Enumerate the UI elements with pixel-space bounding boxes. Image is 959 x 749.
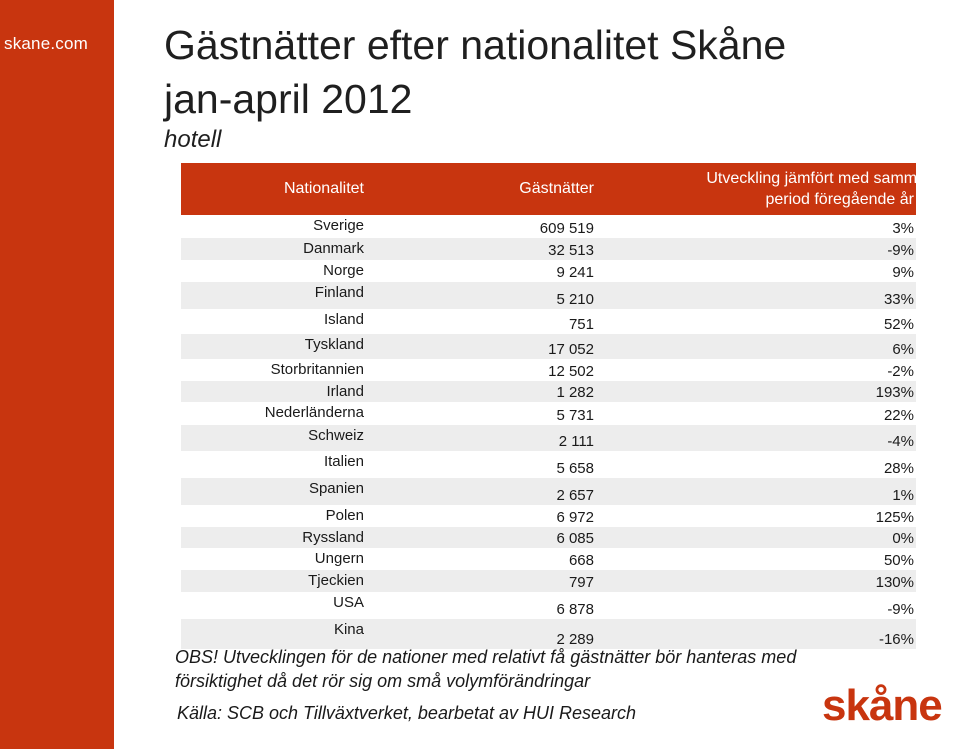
cell-nights: 5 210 [366, 282, 606, 309]
cell-change: -9% [887, 601, 914, 618]
svg-text:skåne: skåne [822, 682, 942, 730]
skane-logo: skåne [820, 681, 957, 735]
header-change-line-2: period föregående år [765, 191, 914, 208]
table-row: Kina 2 289 -16% [181, 619, 916, 649]
cell-change: 28% [883, 460, 914, 477]
cell-nights: 6 878 [556, 601, 594, 618]
cell-nights: 17 052 [366, 334, 606, 359]
header-nights: Gästnätter [366, 163, 606, 215]
cell-nights: 9 241 [556, 264, 594, 281]
cell-nights: 12 502 [548, 363, 594, 380]
table-row: Tyskland 17 052 6% [181, 334, 916, 359]
cell-nationality: Polen [325, 507, 364, 524]
table-row: Storbritannien 12 502 -2% [181, 359, 916, 381]
cell-nationality: Nederländerna [264, 404, 364, 421]
cell-nationality: Spanien [181, 478, 366, 505]
cell-nights: 2 289 [366, 619, 606, 649]
page-subtitle: hotell [164, 126, 222, 153]
header-change-line-1: Utveckling jämfört med samma [706, 170, 926, 187]
table-row: Schweiz 2 111 -4% [181, 425, 916, 451]
cell-change: 6% [606, 334, 916, 359]
table-row: Sverige 609 519 3% [181, 215, 916, 238]
cell-change: -2% [887, 363, 914, 380]
cell-nights: 2 657 [366, 478, 606, 505]
cell-nights: 2 111 [366, 425, 606, 451]
cell-change: 130% [606, 570, 916, 592]
table-row: USA 6 878 -9% [181, 592, 916, 619]
cell-nationality: Schweiz [181, 425, 366, 451]
cell-change: 9% [892, 264, 914, 281]
table-row: Island 751 52% [181, 309, 916, 334]
table-row: Spanien 2 657 1% [181, 478, 916, 505]
cell-change: 22% [883, 407, 914, 424]
cell-nationality: Tyskland [181, 334, 366, 359]
cell-nationality: Norge [323, 262, 364, 279]
source-note: Källa: SCB och Tillväxtverket, bearbetat… [177, 703, 637, 723]
cell-nationality: Ungern [314, 550, 364, 567]
brand-link[interactable]: skane.com [4, 34, 89, 53]
cell-change: 193% [606, 381, 916, 402]
table-row: Nederländerna 5 731 22% [181, 402, 916, 425]
cell-nationality: Tjeckien [181, 570, 366, 592]
cell-nights: 1 282 [366, 381, 606, 402]
cell-nights: 6 972 [556, 509, 594, 526]
cell-nationality: USA [333, 594, 364, 611]
cell-nights: 609 519 [539, 220, 594, 237]
title-line-2: jan-april 2012 [164, 76, 413, 122]
table-row: Ungern 668 50% [181, 548, 916, 570]
obs-note-line-2: försiktighet då det rör sig om små volym… [175, 671, 591, 691]
table-row: Danmark 32 513 -9% [181, 238, 916, 260]
cell-nights: 32 513 [366, 238, 606, 260]
cell-nationality: Sverige [313, 217, 364, 234]
obs-note-line-1: OBS! Utvecklingen för de nationer med re… [175, 647, 797, 667]
cell-change: 0% [606, 527, 916, 548]
cell-nationality: Ryssland [181, 527, 366, 548]
cell-nationality: Kina [181, 619, 366, 649]
cell-change: -9% [606, 238, 916, 260]
sidebar: skane.com [0, 0, 114, 749]
header-nationality: Nationalitet [181, 163, 366, 215]
cell-change: 125% [875, 509, 914, 526]
header-change: Utveckling jämfört med samma period före… [606, 163, 926, 215]
table-row: Italien 5 658 28% [181, 451, 916, 478]
page-title: Gästnätter efter nationalitet Skåne jan-… [164, 18, 786, 126]
cell-nights: 5 658 [556, 460, 594, 477]
cell-change: 50% [883, 552, 914, 569]
nationality-table: Nationalitet Gästnätter Utveckling jämfö… [181, 163, 926, 649]
cell-change: 33% [606, 282, 916, 309]
cell-nationality: Finland [181, 282, 366, 309]
cell-nights: 668 [568, 552, 594, 569]
cell-nationality: Irland [181, 381, 366, 402]
table-row: Norge 9 241 9% [181, 260, 916, 282]
cell-nights: 5 731 [556, 407, 594, 424]
table-row: Finland 5 210 33% [181, 282, 916, 309]
cell-change: 1% [606, 478, 916, 505]
table-row: Ryssland 6 085 0% [181, 527, 916, 548]
title-line-1: Gästnätter efter nationalitet Skåne [164, 22, 787, 68]
cell-nights: 6 085 [366, 527, 606, 548]
cell-change: -16% [606, 619, 916, 649]
cell-change: 3% [892, 220, 914, 237]
cell-change: 52% [883, 316, 914, 333]
cell-nationality: Italien [323, 453, 364, 470]
cell-nationality: Island [323, 311, 364, 328]
table-row: Irland 1 282 193% [181, 381, 916, 402]
obs-note: OBS! Utvecklingen för de nationer med re… [175, 645, 875, 693]
cell-nights: 751 [568, 316, 594, 333]
table-row: Polen 6 972 125% [181, 505, 916, 527]
cell-change: -4% [606, 425, 916, 451]
cell-nationality: Storbritannien [270, 361, 364, 378]
cell-nights: 797 [366, 570, 606, 592]
table-body: Sverige 609 519 3% Danmark 32 513 -9% Norge 9 2… [181, 215, 916, 649]
skane-logo-icon: skåne [822, 681, 943, 730]
table-row: Tjeckien 797 130% [181, 570, 916, 592]
cell-nationality: Danmark [181, 238, 366, 260]
table-header-row: Nationalitet Gästnätter Utveckling jämfö… [181, 163, 926, 215]
